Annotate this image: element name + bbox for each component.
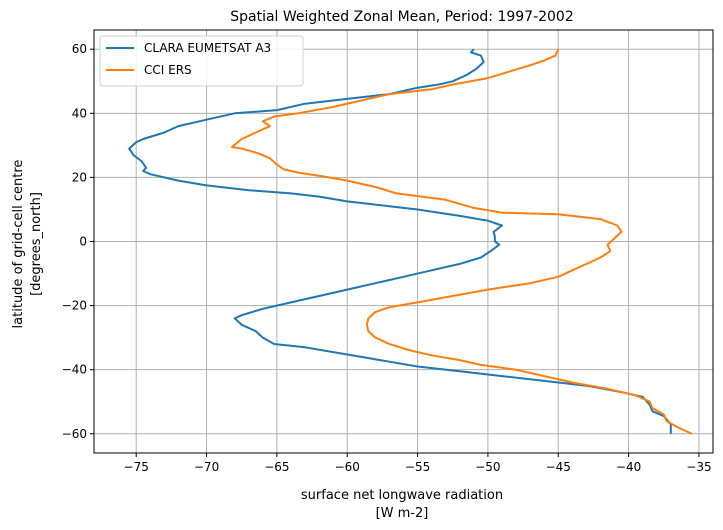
- x-tick-label: −65: [264, 460, 289, 474]
- y-tick-label: −20: [62, 299, 87, 313]
- x-tick-label: −40: [616, 460, 641, 474]
- y-tick-label: 40: [72, 106, 87, 120]
- y-axis-label: latitude of grid-cell centre: [11, 160, 26, 329]
- chart-title: Spatial Weighted Zonal Mean, Period: 199…: [230, 9, 574, 25]
- y-tick-label: 60: [72, 42, 87, 56]
- y-tick-label: 0: [79, 235, 87, 249]
- series-layer: [128, 48, 693, 435]
- x-tick-label: −50: [475, 460, 500, 474]
- legend-label-clara: CLARA EUMETSAT A3: [144, 41, 271, 55]
- y-axis-unit-label: [degrees_north]: [29, 192, 44, 296]
- y-tick-label: 20: [72, 170, 87, 184]
- legend-label-cci: CCI ERS: [144, 63, 192, 77]
- x-axis-unit-label: [W m-2]: [376, 506, 429, 521]
- x-tick-label: −60: [335, 460, 360, 474]
- axis-ticks: −75 −70 −65 −60 −55 −50 −45 −40 −35 −60 −40 −20 0 20 4…: [62, 42, 712, 474]
- legend: CLARA EUMETSAT A3 CCI ERS: [99, 35, 304, 87]
- y-tick-label: −40: [62, 363, 87, 377]
- x-axis-label: surface net longwave radiation: [301, 488, 503, 503]
- legend-box: [99, 35, 304, 87]
- x-tick-label: −45: [546, 460, 571, 474]
- series-line-clara: [128, 48, 672, 434]
- x-tick-label: −55: [405, 460, 430, 474]
- y-tick-label: −60: [62, 427, 87, 441]
- series-line-cci: [230, 48, 693, 435]
- x-tick-label: −35: [686, 460, 711, 474]
- x-tick-label: −70: [194, 460, 219, 474]
- x-tick-label: −75: [124, 460, 149, 474]
